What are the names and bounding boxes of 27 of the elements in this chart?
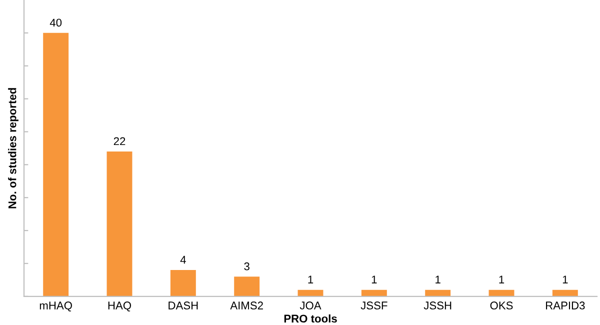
x-tick-label: DASH <box>168 302 198 310</box>
data-label: 40 <box>50 18 62 27</box>
data-label: 22 <box>114 137 126 146</box>
x-tick-label: JOA <box>300 302 322 310</box>
bar <box>43 32 69 296</box>
x-tick-label: JSSH <box>424 302 452 310</box>
data-label: 1 <box>436 276 440 284</box>
data-label: 1 <box>562 276 568 284</box>
data-label: 4 <box>180 256 186 264</box>
data-label: 3 <box>244 262 250 270</box>
data-label: 1 <box>372 276 377 284</box>
bar <box>234 276 260 296</box>
bar <box>552 290 578 296</box>
x-tick-label: AIMS2 <box>230 302 263 310</box>
x-tick-label: HAQ <box>108 302 132 312</box>
bar <box>361 290 387 296</box>
y-axis-title: No. of studies reported <box>8 88 18 208</box>
data-label: 1 <box>308 276 314 284</box>
bar <box>170 270 196 296</box>
x-tick-label: mHAQ <box>40 302 72 312</box>
x-axis-title: PRO tools <box>284 314 337 323</box>
x-tick-label: OKS <box>490 302 513 310</box>
x-tick-label: JSSF <box>360 302 388 310</box>
x-tick-label: RAPID3 <box>546 302 585 310</box>
data-label: 1 <box>499 276 504 284</box>
bar <box>425 290 451 296</box>
bar <box>106 151 132 296</box>
